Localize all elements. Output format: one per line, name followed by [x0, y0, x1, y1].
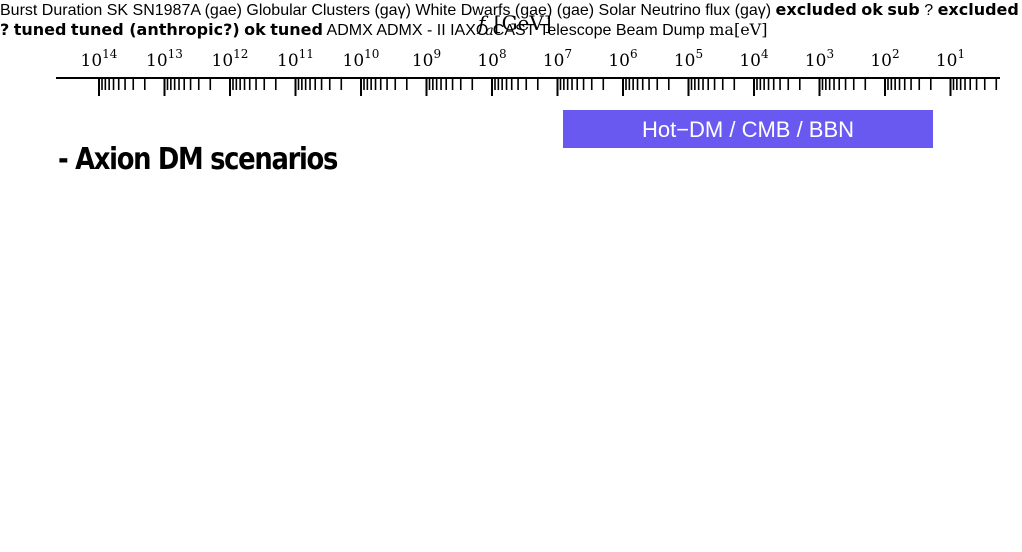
telescope-label: Telescope	[539, 22, 612, 39]
white-dwarfs-label: White Dwarfs (gae)	[415, 2, 553, 19]
top-tick-label: 105	[674, 47, 703, 71]
top-tick-label: 107	[543, 47, 572, 71]
gc-gae-box: (gae) Globular Clusters (gaγ) White Dwar…	[0, 0, 1019, 177]
red-sub-label: sub	[887, 0, 920, 19]
solar-neutrino-bar: Solar Neutrino flux (gaγ) excluded ok su…	[0, 0, 1019, 177]
dump-label: Dump	[662, 22, 705, 39]
beam-dump-region: Beam Dump 10−710−610−510−410−310−210−111…	[58, 20, 768, 177]
top-tick-label: 1012	[212, 47, 249, 71]
yellow-question-label: ?	[0, 20, 10, 39]
iaxo-label: IAXO	[450, 22, 489, 39]
admx-region: ADMX ADMX - II IAXO CAST Telescope Beam …	[58, 20, 768, 177]
yellow-tuned-label: tuned	[13, 20, 67, 39]
white-dwarfs-bar: White Dwarfs (gae) (gae) Solar Neutrino …	[0, 0, 1019, 177]
solar-neutrino-label: Solar Neutrino flux (gaγ)	[598, 2, 772, 19]
top-tick-label: 102	[870, 47, 899, 71]
top-tick-label: 108	[477, 47, 506, 71]
telescope-region: Telescope Beam Dump 10−710−610−510−410−3…	[58, 20, 768, 177]
solar-gae-label: (gae)	[556, 2, 595, 19]
yellow-excluded-pill: excluded ? tuned tuned (anthropic?) ok t…	[0, 0, 1019, 177]
top-tick-label: 109	[412, 47, 441, 71]
top-tick-label: 1010	[343, 47, 380, 71]
top-tick-label: 1014	[81, 47, 118, 71]
burst-duration-label: Burst Duration	[0, 2, 103, 19]
top-axis-label: fa[GeV]	[476, 11, 552, 39]
red-question-label: ?	[924, 2, 934, 19]
red-ok-pill: ok sub ? excluded ? tuned tuned (anthrop…	[0, 0, 1019, 177]
solar-gae-box: (gae) Solar Neutrino flux (gaγ) excluded…	[0, 0, 1019, 177]
pink-ok-pill: ok tuned ADMX ADMX - II IAXO CAST Telesc…	[58, 20, 768, 177]
sk-bar: SK SN1987A (gae) Globular Clusters (gaγ)…	[0, 0, 1019, 177]
yellow-excluded-label: excluded	[937, 0, 1019, 19]
admx-ii-region: ADMX ADMX - II IAXO CAST Telescope Beam …	[58, 20, 768, 177]
red-sub-pill: sub ? excluded ? tuned tuned (anthropic?…	[0, 0, 1019, 177]
iaxo-region: CAST Telescope Beam Dump 10−710−610−510−…	[58, 20, 768, 177]
globular-clusters-label: Globular Clusters (gaγ)	[246, 2, 411, 19]
pink-tuned-label: tuned	[270, 20, 323, 39]
top-tick-label: 1011	[277, 47, 314, 71]
pink-tuned-anthropic-label: tuned (anthropic?)	[70, 20, 240, 39]
pink-ok-label: ok	[244, 20, 266, 39]
bottom-axis-line: 10−710−610−510−410−310−210−1110102103104…	[58, 20, 768, 177]
red-excluded-label: excluded	[775, 0, 857, 19]
top-axis-ticks	[98, 78, 998, 96]
gc-gae-label: (gae)	[204, 2, 242, 19]
pink-tuned-pill: tuned ADMX ADMX - II IAXO CAST Telescope…	[58, 20, 768, 177]
axion-dm-scenarios-heading: - Axion DM scenarios	[58, 142, 338, 177]
pink-tuned-anthropic-pill: tuned (anthropic?) ok tuned ADMX ADMX - …	[58, 20, 768, 177]
admx-ii-label: ADMX - II	[376, 22, 446, 39]
hot-dm-label: Hot−DM / CMB / BBN	[642, 117, 854, 142]
top-tick-label: 104	[739, 47, 769, 71]
yellow-tuned-pill: tuned tuned (anthropic?) ok tuned ADMX A…	[13, 20, 768, 177]
top-tick-label: 101	[936, 47, 965, 71]
admx-label: ADMX	[326, 22, 373, 39]
cast-region: Telescope Beam Dump 10−710−610−510−410−3…	[58, 20, 768, 177]
bottom-axis-label: ma[eV]	[709, 20, 768, 39]
red-ok-label: ok	[861, 0, 883, 19]
top-axis-tick-labels: 1014 1013 1012 1011 1010 109 108 107 106 105 104 10…	[81, 47, 966, 71]
globular-clusters-bar: Globular Clusters (gaγ) White Dwarfs (ga…	[0, 0, 1019, 177]
red-excluded-pill: excluded ok sub ? excluded ? tuned tuned…	[0, 0, 1019, 177]
sk-label: SK	[106, 2, 129, 19]
cast-label: CAST	[492, 22, 536, 39]
sn1987a-label: SN1987A	[132, 2, 201, 19]
top-tick-label: 1013	[146, 47, 183, 71]
top-tick-label: 106	[608, 47, 637, 71]
beam-label: Beam	[615, 22, 658, 39]
burst-duration-bar: Burst Duration SK SN1987A (gae) Globular…	[0, 0, 1019, 177]
top-tick-label: 103	[805, 47, 834, 71]
hot-dm-cmb-bbn-bar	[563, 110, 933, 148]
